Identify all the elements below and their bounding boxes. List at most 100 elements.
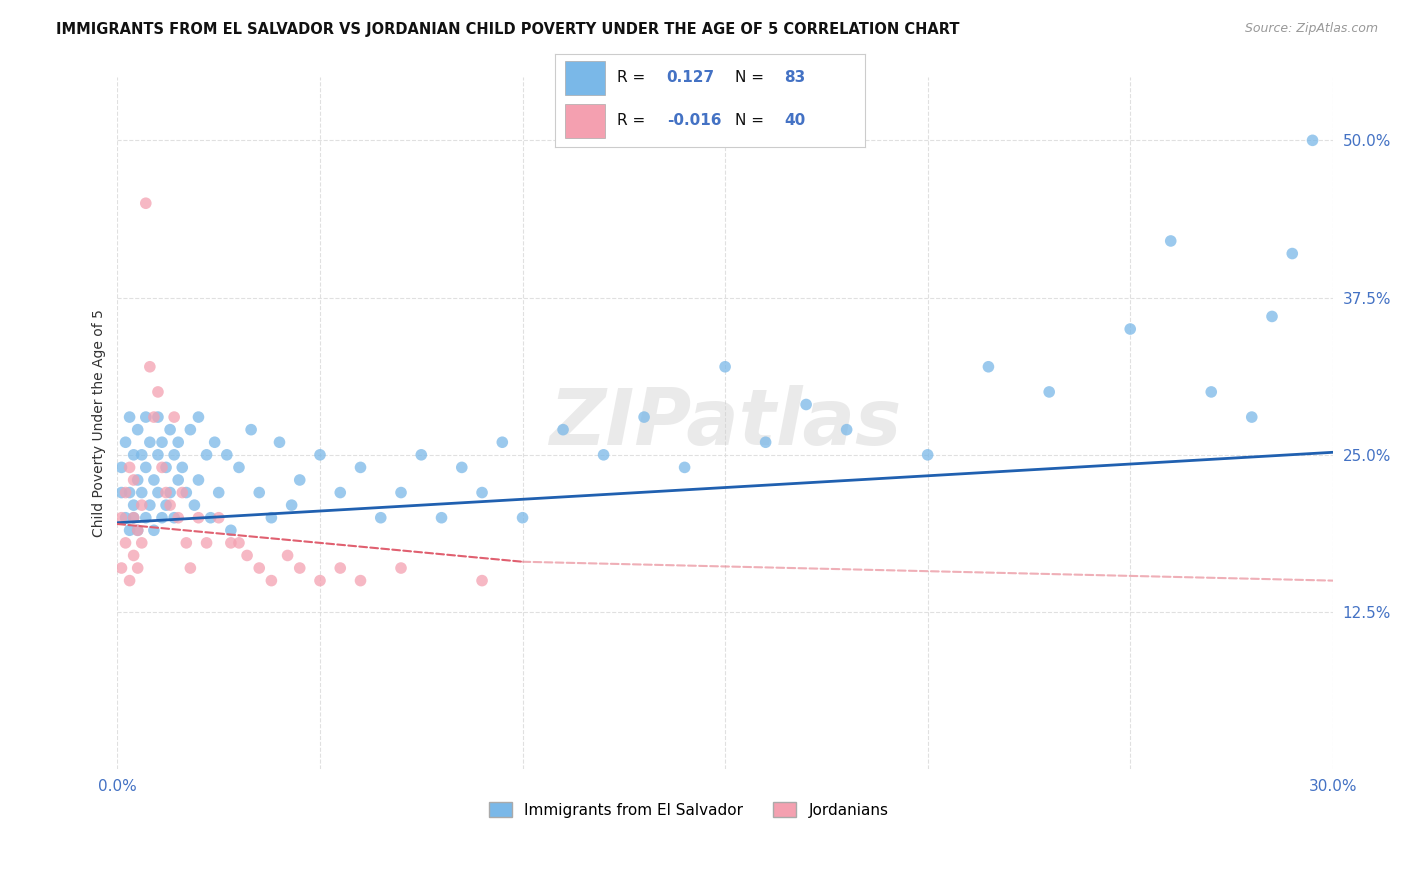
Point [146,410,169,425]
Point [127,524,149,538]
Point [163,510,186,524]
Point [110,510,132,524]
Point [135,460,157,475]
Point [163,448,186,462]
Point [260,510,283,524]
Point [1281,246,1303,260]
Point [269,435,291,450]
Point [236,549,259,563]
Point [208,510,231,524]
Point [260,574,283,588]
Point [491,435,513,450]
Point [167,510,190,524]
Point [118,410,141,425]
Point [349,574,371,588]
Point [411,448,433,462]
Point [592,448,614,462]
Point [135,510,157,524]
Bar [565,61,605,95]
Point [277,549,299,563]
Point [247,485,270,500]
Point [450,460,472,475]
Point [329,485,352,500]
Point [118,524,141,538]
Point [247,561,270,575]
Point [309,448,332,462]
Point [159,423,181,437]
Point [755,435,778,450]
Point [114,485,136,500]
Text: N =: N = [735,70,769,86]
Point [1038,384,1060,399]
Point [142,473,165,487]
Point [110,561,132,575]
Point [167,435,190,450]
Text: IMMIGRANTS FROM EL SALVADOR VS JORDANIAN CHILD POVERTY UNDER THE AGE OF 5 CORREL: IMMIGRANTS FROM EL SALVADOR VS JORDANIAN… [56,22,960,37]
Point [167,473,190,487]
Point [471,485,494,500]
Point [1261,310,1284,324]
Point [977,359,1000,374]
Point [633,410,655,425]
Point [131,485,153,500]
Point [122,448,145,462]
Point [176,485,198,500]
Text: R =: R = [617,70,651,86]
Point [673,460,696,475]
Point [127,524,149,538]
Point [118,574,141,588]
Point [200,510,222,524]
Point [150,510,173,524]
Point [309,574,332,588]
Point [127,473,149,487]
Point [714,359,737,374]
Point [389,561,412,575]
Point [142,410,165,425]
Point [150,435,173,450]
Point [142,524,165,538]
Point [1302,133,1324,147]
Point [146,485,169,500]
Point [195,536,218,550]
Point [288,473,311,487]
Point [155,498,177,512]
Point [430,510,453,524]
Point [1160,234,1182,248]
Point [122,498,145,512]
Point [917,448,939,462]
Text: R =: R = [617,113,651,128]
Bar [565,104,605,138]
Point [139,435,162,450]
Point [329,561,352,575]
Point [146,448,169,462]
Point [122,473,145,487]
Point [159,485,181,500]
Text: N =: N = [735,113,769,128]
Point [122,510,145,524]
Point [131,448,153,462]
Point [139,498,162,512]
Point [280,498,302,512]
Point [118,485,141,500]
Point [187,473,209,487]
Point [794,397,817,411]
Point [215,448,238,462]
Point [114,536,136,550]
Point [187,410,209,425]
Point [110,485,132,500]
Point [139,359,162,374]
Text: ZIPatlas: ZIPatlas [548,385,901,461]
Point [471,574,494,588]
Point [172,485,194,500]
Point [288,561,311,575]
Point [114,435,136,450]
Point [204,435,226,450]
Point [179,423,201,437]
Text: 83: 83 [785,70,806,86]
Point [110,460,132,475]
Point [135,410,157,425]
Text: -0.016: -0.016 [666,113,721,128]
Point [228,536,250,550]
Point [127,561,149,575]
Text: 40: 40 [785,113,806,128]
